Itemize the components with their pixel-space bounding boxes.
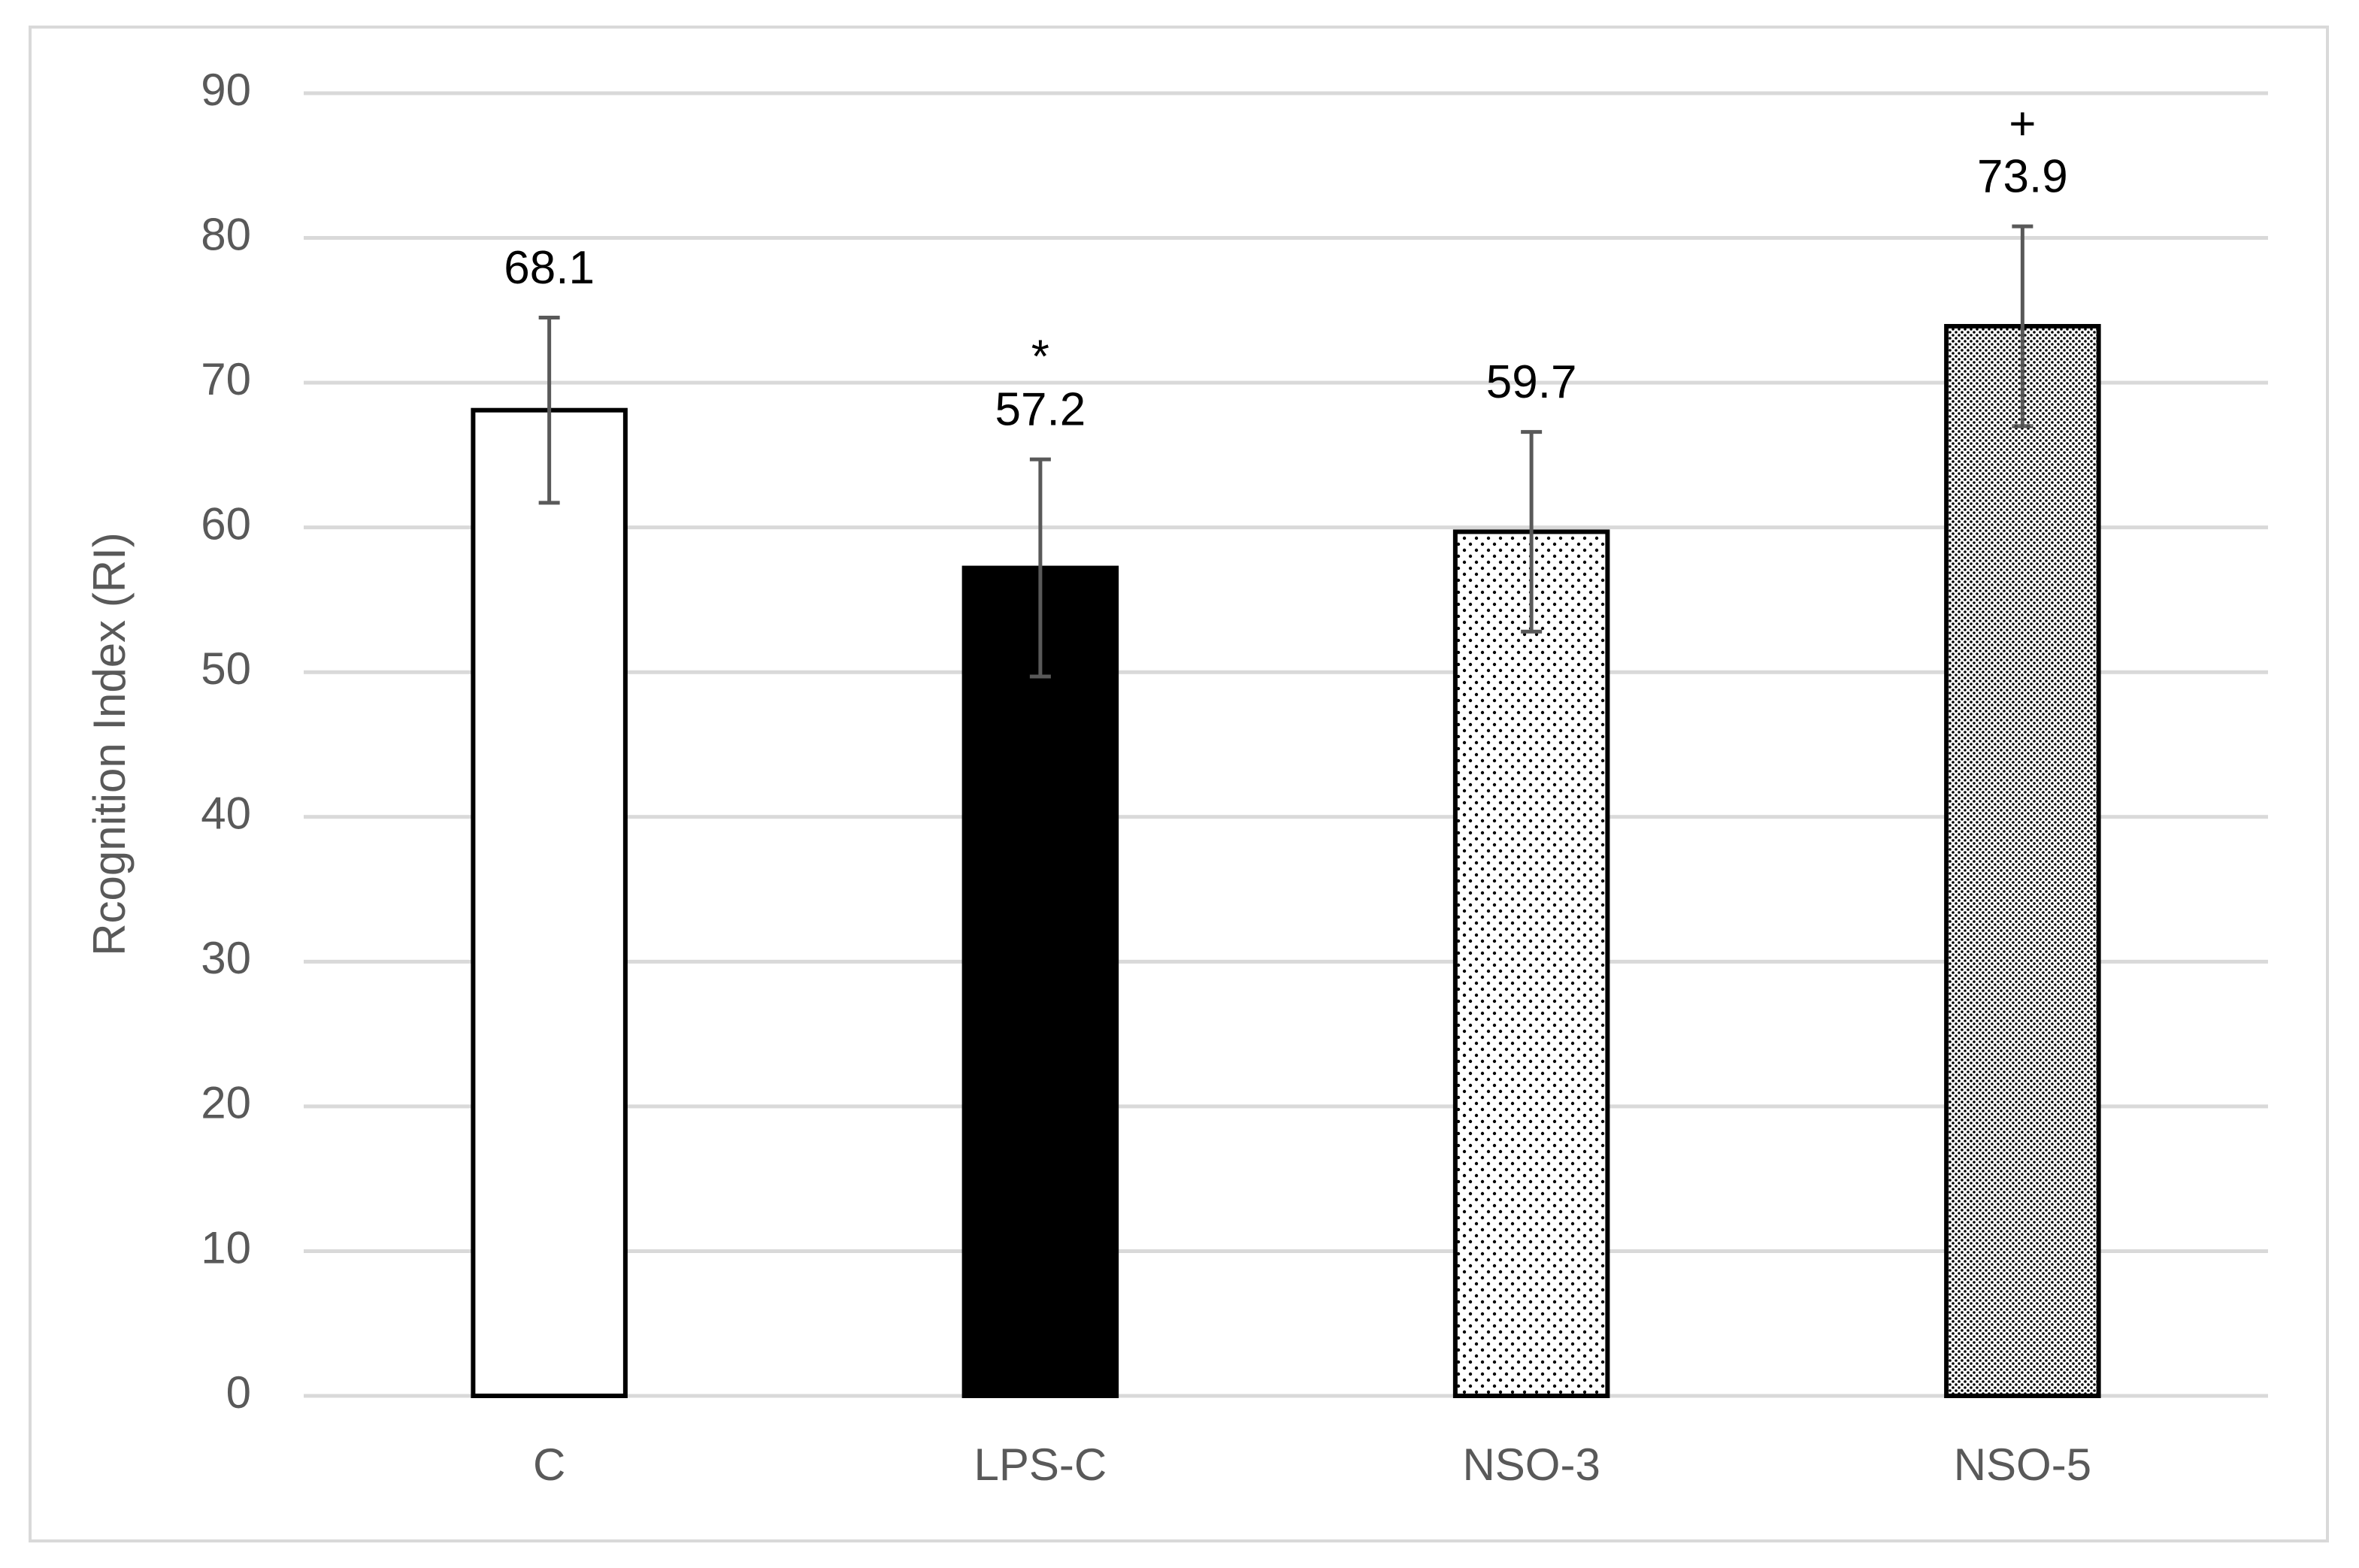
value-label: 59.7 [1486, 356, 1577, 408]
y-tick-label: 80 [201, 209, 251, 259]
y-tick-label: 60 [201, 499, 251, 549]
bar [1944, 324, 2101, 1399]
error-bar [1029, 457, 1051, 679]
x-tick-label: NSO-3 [1462, 1439, 1600, 1490]
value-label: 68.1 [504, 242, 595, 294]
y-tick-label: 70 [201, 354, 251, 404]
x-tick-label: NSO-5 [1954, 1439, 2091, 1490]
bar [961, 565, 1119, 1398]
y-tick-label: 90 [201, 65, 251, 115]
y-tick-label: 10 [201, 1222, 251, 1273]
value-label: 73.9 [1977, 151, 2068, 203]
error-bar [538, 315, 560, 505]
y-tick-label: 30 [201, 933, 251, 983]
y-tick-label: 20 [201, 1078, 251, 1128]
bar [1452, 529, 1610, 1398]
y-axis-label: Rcognition Index (RI) [84, 532, 135, 956]
y-tick-label: 50 [201, 643, 251, 694]
y-tick-label: 40 [201, 789, 251, 839]
bar [471, 407, 628, 1398]
significance-marker: * [1031, 331, 1049, 383]
error-bar [2012, 224, 2033, 428]
significance-marker: + [2009, 98, 2036, 150]
value-label: 57.2 [995, 384, 1086, 436]
error-bar [1521, 430, 1543, 634]
x-tick-label: C [533, 1439, 565, 1490]
x-tick-label: LPS-C [974, 1439, 1107, 1490]
y-tick-label: 0 [226, 1367, 251, 1418]
